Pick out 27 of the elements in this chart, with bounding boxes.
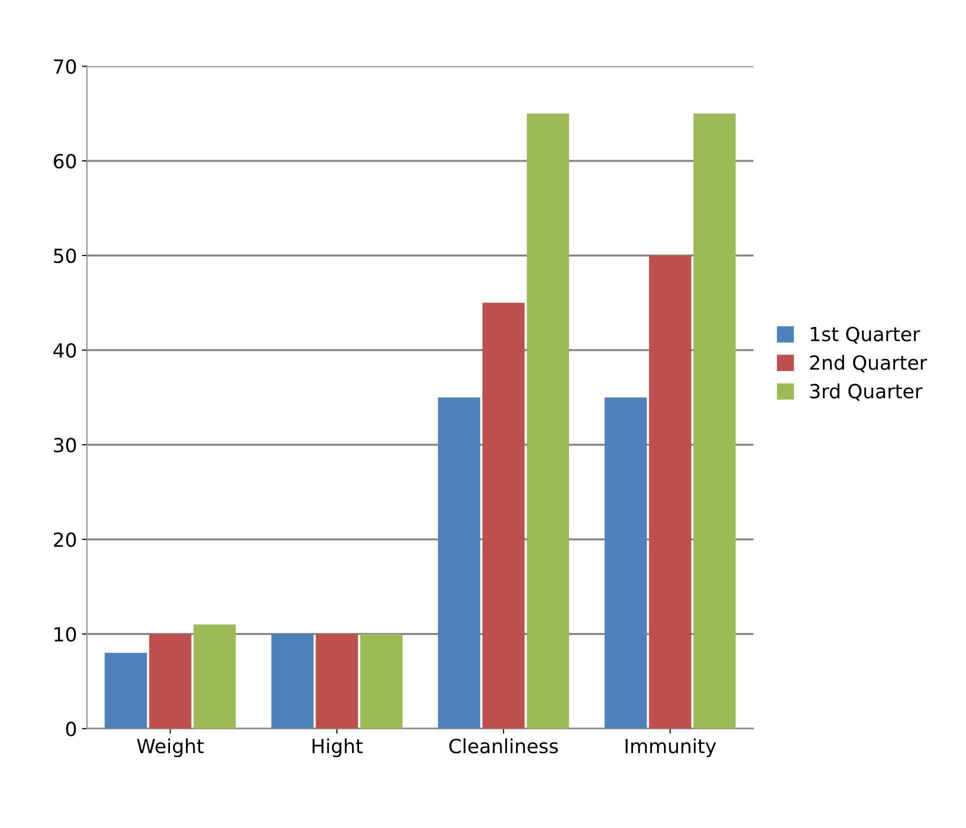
bar <box>693 114 736 729</box>
bar <box>316 634 358 729</box>
x-tick-label: Cleanliness <box>449 738 558 754</box>
bar <box>526 114 570 729</box>
x-tick-label: Hight <box>312 738 363 758</box>
y-tick-label: 0 <box>66 722 76 736</box>
bar <box>149 634 192 729</box>
y-tick-label: 50 <box>54 248 76 264</box>
legend-label: 3rd Quarter <box>810 383 922 401</box>
legend-label: 1st Quarter <box>810 326 920 344</box>
bar <box>604 397 647 729</box>
bar <box>360 634 402 729</box>
bar <box>649 255 692 729</box>
bar <box>271 634 314 729</box>
bar <box>438 397 480 729</box>
y-tick-label: 60 <box>54 154 76 169</box>
y-tick-label: 70 <box>54 59 76 74</box>
y-tick-label: 10 <box>54 626 76 642</box>
legend-label: 2nd Quarter <box>810 354 928 372</box>
x-tick-label: Weight <box>137 738 204 758</box>
bar <box>482 302 525 729</box>
y-tick-label: 20 <box>54 532 76 548</box>
bar <box>104 652 147 729</box>
bar <box>194 624 236 729</box>
x-tick-label: Immunity <box>626 738 716 758</box>
y-tick-label: 40 <box>53 343 76 358</box>
y-tick-label: 30 <box>54 438 76 452</box>
